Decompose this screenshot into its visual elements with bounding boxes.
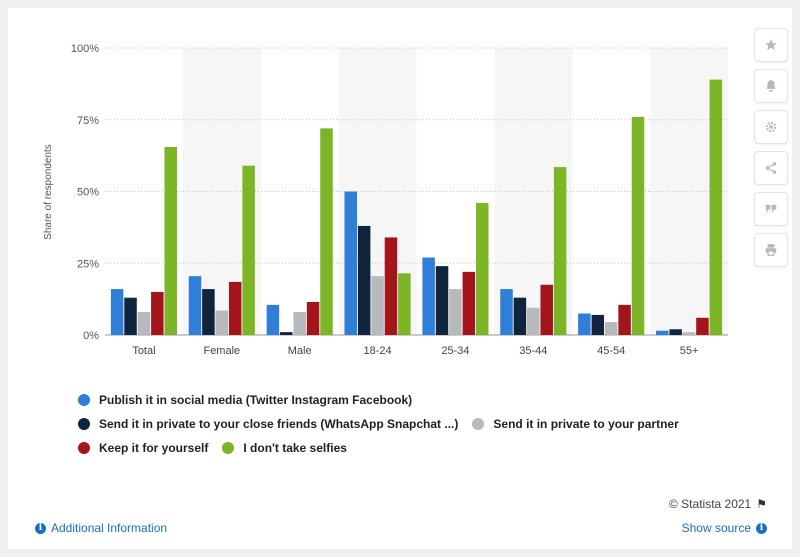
x-tick-label: Total <box>132 345 155 357</box>
bar <box>164 147 177 335</box>
bell-icon <box>766 80 776 92</box>
flag-icon[interactable]: ⚑ <box>756 497 767 511</box>
additional-information-link[interactable]: i Additional Information <box>35 521 167 535</box>
x-tick-label: 25-34 <box>441 345 469 357</box>
show-source-label: Show source <box>681 521 751 535</box>
legend-item[interactable]: Keep it for yourself <box>78 441 208 455</box>
bar <box>475 202 489 335</box>
bar <box>110 289 124 335</box>
legend-row: Keep it for yourself I don't take selfies <box>78 436 758 460</box>
bar <box>242 165 255 335</box>
legend-marker <box>78 442 90 454</box>
legend-row: Send it in private to your close friends… <box>78 412 758 436</box>
favorite-button[interactable] <box>754 28 788 62</box>
bar <box>553 167 567 335</box>
share-icon <box>765 162 777 174</box>
bar <box>709 79 723 335</box>
legend-item[interactable]: Publish it in social media (Twitter Inst… <box>78 393 412 407</box>
bar <box>280 332 293 335</box>
legend-label: I don't take selfies <box>243 441 347 455</box>
bar <box>682 332 696 335</box>
print-button[interactable] <box>754 233 788 267</box>
legend-label: Keep it for yourself <box>99 441 209 455</box>
quote-icon <box>765 204 777 213</box>
bar <box>202 289 215 335</box>
bar <box>500 289 513 335</box>
star-icon <box>765 39 777 51</box>
y-tick-label: 75% <box>77 115 99 127</box>
legend-marker <box>472 418 485 430</box>
bar <box>618 304 631 335</box>
legend-marker <box>222 442 235 454</box>
legend-item[interactable]: Send it in private to your partner <box>472 417 679 431</box>
bar <box>696 317 709 335</box>
chart-card: 0% 25% 50% 75% 100% Share of respondents Total… <box>8 8 792 549</box>
bar <box>371 276 384 335</box>
bar <box>669 329 682 335</box>
bar <box>656 330 669 335</box>
bar <box>578 313 591 335</box>
cite-button[interactable] <box>754 192 788 226</box>
bar <box>540 284 553 335</box>
bar <box>266 304 280 335</box>
notification-button[interactable] <box>754 69 788 103</box>
bar <box>449 289 462 335</box>
x-tick-label: 18-24 <box>363 345 391 357</box>
sidebar-toolbar <box>754 28 788 274</box>
bar <box>591 314 605 335</box>
x-tick-label: Female <box>203 345 240 357</box>
legend-label: Publish it in social media (Twitter Inst… <box>99 393 413 407</box>
bar <box>344 191 358 335</box>
bar <box>357 225 371 335</box>
bar <box>306 301 320 335</box>
legend-label: Send it in private to your partner <box>493 417 679 431</box>
y-tick-label: 100% <box>71 43 99 55</box>
settings-button[interactable] <box>754 110 788 144</box>
y-tick-label: 25% <box>77 258 99 270</box>
bar <box>462 271 476 335</box>
bar <box>320 128 333 335</box>
y-axis-label: Share of respondents <box>43 144 54 240</box>
legend-marker <box>78 418 90 430</box>
additional-information-label: Additional Information <box>51 521 168 535</box>
chart-legend: Publish it in social media (Twitter Inst… <box>78 388 758 460</box>
bar <box>124 297 137 335</box>
legend-label: Send it in private to your close friends… <box>99 417 459 431</box>
bar-chart: 0% 25% 50% 75% 100% Share of respondents Total… <box>43 43 728 357</box>
x-tick-label: 55+ <box>680 345 699 357</box>
info-icon: i <box>35 522 46 534</box>
bar <box>604 322 618 335</box>
bar <box>513 297 527 335</box>
legend-row: Publish it in social media (Twitter Inst… <box>78 388 758 412</box>
legend-item[interactable]: Send it in private to your close friends… <box>78 417 458 431</box>
show-source-link[interactable]: Show source i <box>682 521 767 535</box>
share-button[interactable] <box>754 151 788 185</box>
bar <box>527 307 540 335</box>
legend-item[interactable]: I don't take selfies <box>222 441 347 455</box>
y-tick-label: 0% <box>83 330 99 342</box>
legend-marker <box>78 394 90 406</box>
print-icon <box>765 244 777 256</box>
y-tick-label: 50% <box>77 187 99 199</box>
x-tick-label: 35-44 <box>519 345 547 357</box>
bar <box>398 273 411 335</box>
bar <box>435 266 449 335</box>
copyright-text: © Statista 2021 <box>669 497 752 511</box>
gear-icon <box>765 121 777 133</box>
copyright: © Statista 2021 ⚑ <box>669 497 767 511</box>
bar <box>151 291 164 335</box>
bar <box>293 312 306 335</box>
bar <box>631 116 645 335</box>
info-icon: i <box>756 522 767 534</box>
bar <box>228 281 242 335</box>
bar <box>215 310 229 335</box>
bar <box>422 257 435 335</box>
x-tick-label: Male <box>288 345 312 357</box>
bar <box>137 312 151 335</box>
bar <box>188 276 202 335</box>
bar <box>384 237 398 335</box>
x-tick-label: 45-54 <box>597 345 625 357</box>
